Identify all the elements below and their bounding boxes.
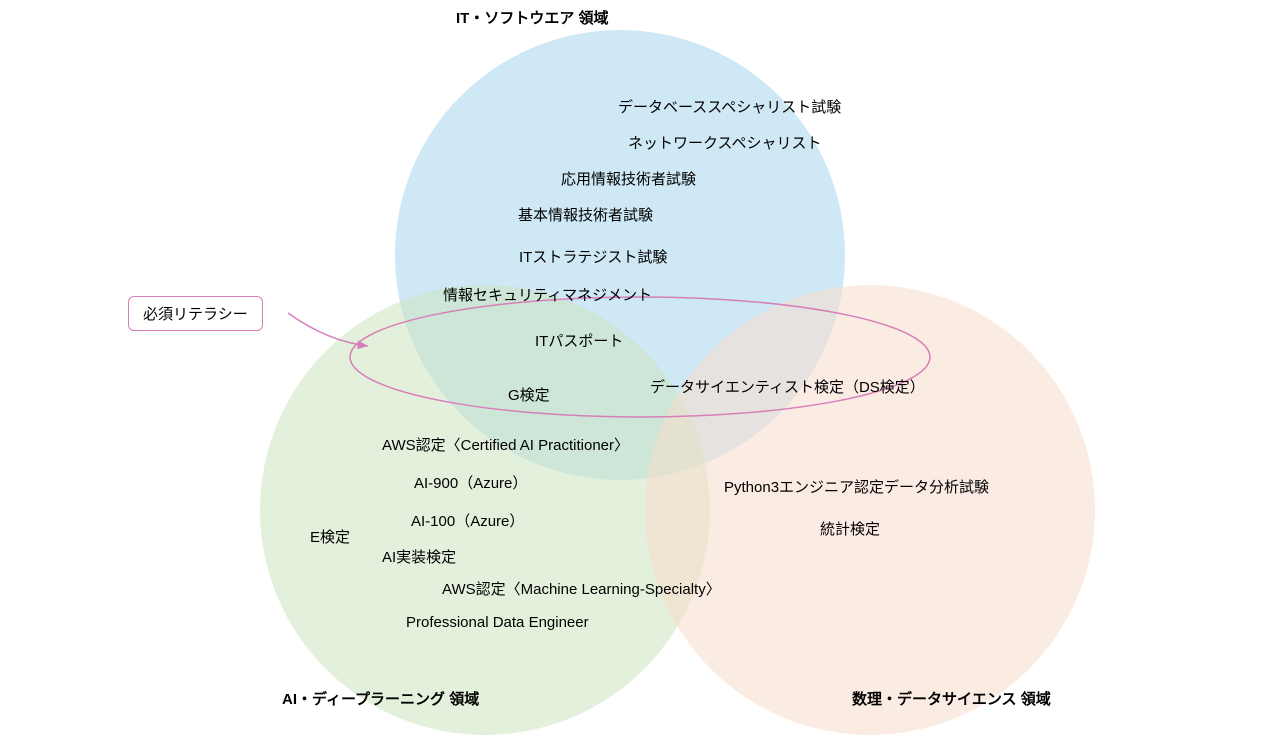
cert-item: データサイエンティスト検定（DS検定） (650, 376, 925, 397)
cert-item: E検定 (310, 526, 350, 547)
cert-item: データベーススペシャリスト試験 (618, 96, 841, 117)
cert-item: ITストラテジスト試験 (519, 246, 667, 267)
cert-item: 応用情報技術者試験 (561, 168, 696, 189)
cert-item: Python3エンジニア認定データ分析試験 (724, 476, 989, 497)
cert-item: ネットワークスペシャリスト (628, 132, 822, 153)
cert-item: 情報セキュリティマネジメント (443, 284, 652, 305)
cert-item: Professional Data Engineer (406, 614, 589, 631)
cert-item: AWS認定〈Machine Learning-Specialty〉 (442, 578, 721, 599)
callout-literacy: 必須リテラシー (128, 296, 263, 331)
callout-label: 必須リテラシー (143, 306, 248, 323)
cert-item: AWS認定〈Certified AI Practitioner〉 (382, 434, 629, 455)
title-right: 数理・データサイエンス 領域 (852, 688, 1051, 709)
cert-item: ITパスポート (535, 330, 623, 351)
cert-item: 統計検定 (820, 518, 880, 539)
cert-item: AI-100（Azure） (411, 510, 524, 531)
cert-item: AI-900（Azure） (414, 472, 527, 493)
venn-circle-right (645, 285, 1095, 735)
cert-item: AI実装検定 (382, 546, 456, 567)
title-top: IT・ソフトウエア 領域 (456, 7, 609, 28)
cert-item: G検定 (508, 384, 550, 405)
cert-item: 基本情報技術者試験 (518, 204, 653, 225)
title-left: AI・ディープラーニング 領域 (282, 688, 479, 709)
